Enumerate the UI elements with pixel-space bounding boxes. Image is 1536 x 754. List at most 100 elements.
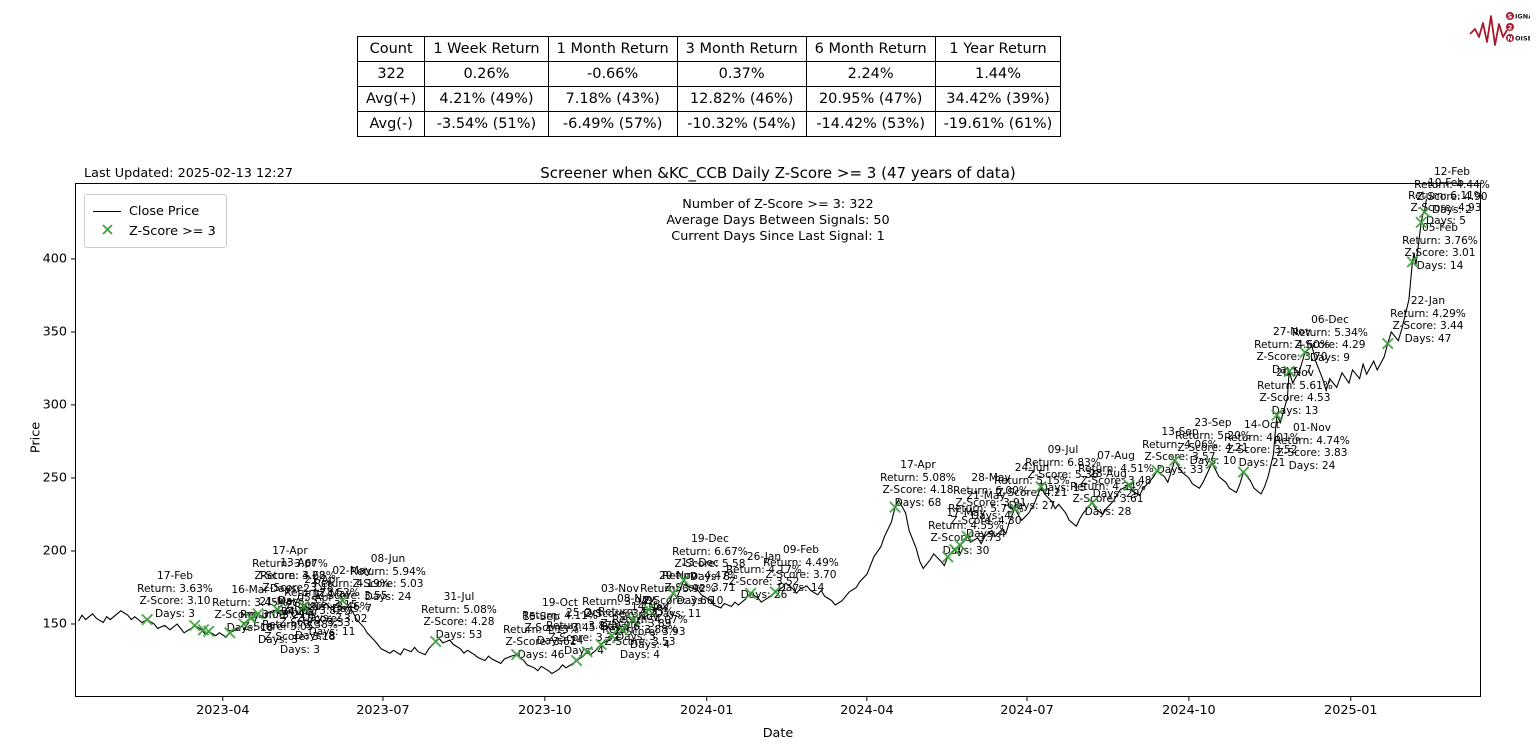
x-tick-label: 2025-01 [1324,703,1378,718]
table-cell: -0.66% [547,61,678,87]
table-cell: 322 [356,61,426,87]
signal-marker-icon [1205,457,1218,470]
y-tick-label: 350 [42,324,67,340]
signal-marker-icon [626,613,639,626]
table-header-cell: 3 Month Return [676,36,807,62]
signal-marker-icon [1151,464,1164,477]
signal-marker-icon [954,539,967,552]
signal-marker-icon [245,612,257,625]
signal-marker-icon [1283,365,1296,378]
signal-marker-icon [744,587,757,600]
signal-marker-icon [605,629,618,642]
signal-marker-icon [297,600,310,613]
signal-marker-icon [188,619,201,632]
signal-marker-icon [1381,337,1394,350]
x-tick-label: 2024-07 [1000,703,1054,718]
legend: Close Price Z-Score >= 3 [84,194,227,248]
signal-marker-icon [510,648,523,661]
svg-text:S: S [1508,13,1513,21]
subtitle-line-1: Number of Z-Score >= 3: 322 [682,197,874,212]
table-cell: -3.54% (51%) [424,111,549,137]
signal-marker-icon [252,607,264,620]
legend-item-zscore: Z-Score >= 3 [93,221,216,241]
signal-marker-icon [1415,216,1428,229]
x-tick-label: 2023-04 [196,703,250,718]
x-tick-label: 2023-10 [518,703,572,718]
logo-word1-rest: IGNAL [1515,13,1530,21]
signal-marker-icon [1035,480,1047,493]
signal-marker-icon [429,635,442,648]
signal-marker-icon [336,594,349,607]
y-tick-label: 200 [42,543,67,559]
y-tick-label: 250 [42,470,67,486]
signal-marker-icon [271,603,284,616]
signal-marker-icon [1406,255,1419,268]
signal-marker-icon [141,613,154,626]
table-row: Avg(-) -3.54% (51%) -6.49% (57%) -10.32% (5… [356,111,1062,137]
table-cell: 12.82% (46%) [676,86,807,112]
x-tick-label: 2024-04 [840,703,894,718]
signal2noise-logo: S IGNAL 2 N OISE [1469,12,1530,46]
x-marker-icon [93,223,121,240]
signal-marker-icon [961,530,974,543]
signal-marker-icon [889,501,901,514]
signal-marker-icon [1008,502,1021,515]
x-axis-label: Date [762,726,794,741]
table-cell: 1.44% [934,61,1062,87]
line-swatch-icon [93,210,121,212]
signal-marker-icon [677,574,690,587]
subtitle-line-3: Current Days Since Last Signal: 1 [671,229,885,244]
table-header-cell: 1 Year Return [934,36,1062,62]
plot-area [75,183,1481,697]
signal-marker-icon [616,623,629,636]
signal-marker-icon [202,625,215,638]
x-tick-label: 2024-01 [679,703,734,718]
signal-marker-icon [1237,466,1250,478]
svg-text:N: N [1507,35,1512,43]
signal-marker-icon [1418,206,1431,219]
signal-marker-icon [581,645,593,658]
table-cell: 4.21% (49%) [424,86,549,112]
signal-marker-icon [642,603,655,616]
logo-word3-rest: OISE [1515,35,1530,43]
returns-stats-table: Count 1 Week Return 1 Month Return 3 Month … [356,36,1062,137]
signal-marker-icon [595,638,608,651]
signal-marker-icon [223,626,236,639]
signal-marker-icon [667,587,680,600]
table-header-cell: 1 Week Return [424,36,549,62]
y-tick-label: 150 [42,616,67,632]
table-row: Avg(+) 4.21% (49%) 7.18% (43%) 12.82% (46%)… [356,86,1062,112]
svg-text:2: 2 [1508,24,1513,32]
table-cell: 0.26% [424,61,549,87]
table-cell: 2.24% [805,61,936,87]
signal-marker-icon [769,585,782,598]
signal-marker-icon [1270,409,1283,422]
y-tick-label: 400 [42,251,67,267]
x-tick-label: 2024-10 [1162,703,1216,718]
table-cell: Avg(-) [356,111,426,137]
legend-label: Close Price [129,203,200,219]
table-cell: Avg(+) [356,86,426,112]
table-header-cell: 6 Month Return [805,36,936,62]
signal-marker-icon [1086,496,1098,509]
chart-title: Screener when &KC_CCB Daily Z-Score >= 3… [540,164,1016,182]
table-cell: 7.18% (43%) [547,86,678,112]
table-cell: -14.42% (53%) [805,111,936,137]
table-cell: -6.49% (57%) [547,111,678,137]
signal-marker-icon [1299,346,1311,359]
table-cell: 20.95% (47%) [805,86,936,112]
table-cell: -19.61% (61%) [934,111,1062,137]
table-row: 322 0.26% -0.66% 0.37% 2.24% 1.44% [356,61,1062,87]
table-header-cell: Count [356,36,426,62]
signal-marker-icon [1168,454,1181,467]
price-line [78,199,1427,675]
x-tick-label: 2023-07 [356,703,410,718]
subtitle-line-2: Average Days Between Signals: 50 [666,213,890,228]
signal-marker-icon [1123,479,1135,492]
table-cell: -10.32% (54%) [676,111,807,137]
y-tick-label: 300 [42,397,67,413]
table-cell: 0.37% [676,61,807,87]
signal-marker-icon [570,654,583,667]
